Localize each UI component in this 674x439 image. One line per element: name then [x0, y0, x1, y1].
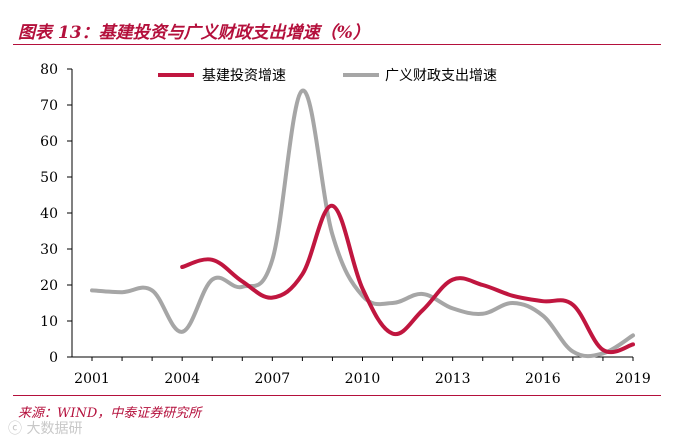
legend: 基建投资增速 广义财政支出增速	[158, 67, 497, 84]
source-divider	[13, 395, 661, 396]
y-tick-label: 40	[40, 206, 58, 222]
x-tick-label: 2001	[74, 371, 110, 387]
y-tick-label: 20	[40, 278, 58, 294]
x-axis-ticks: 2001 2004 2007 2010 2013 2016 2019	[74, 357, 651, 387]
y-tick-label: 80	[40, 62, 58, 78]
y-tick-label: 30	[40, 242, 58, 258]
x-tick-label: 2004	[164, 371, 200, 387]
series-lines	[90, 88, 635, 359]
watermark: ⓒ 大数据研	[8, 421, 83, 437]
source-note: 来源：WIND，中泰证券研究所	[18, 406, 202, 421]
chart-title: 图表 13：基建投资与广义财政支出增速（%）	[18, 23, 370, 43]
x-tick-label: 2010	[345, 371, 381, 387]
y-tick-label: 70	[40, 98, 58, 114]
x-tick-label: 2013	[435, 371, 471, 387]
y-tick-label: 0	[49, 350, 58, 366]
y-tick-label: 60	[40, 134, 58, 150]
x-tick-label: 2019	[615, 371, 651, 387]
series-line-infrastructure	[180, 203, 635, 355]
legend-label-fiscal: 广义财政支出增速	[385, 68, 497, 84]
x-tick-label: 2007	[255, 371, 291, 387]
y-axis-ticks: 0 10 20 30 40 50 60 70 80	[40, 62, 72, 366]
title-divider	[13, 44, 661, 45]
y-tick-label: 10	[40, 314, 58, 330]
series-line-fiscal	[90, 88, 635, 359]
x-tick-label: 2016	[525, 371, 561, 387]
legend-label-infrastructure: 基建投资增速	[202, 67, 286, 84]
y-tick-label: 50	[40, 170, 58, 186]
